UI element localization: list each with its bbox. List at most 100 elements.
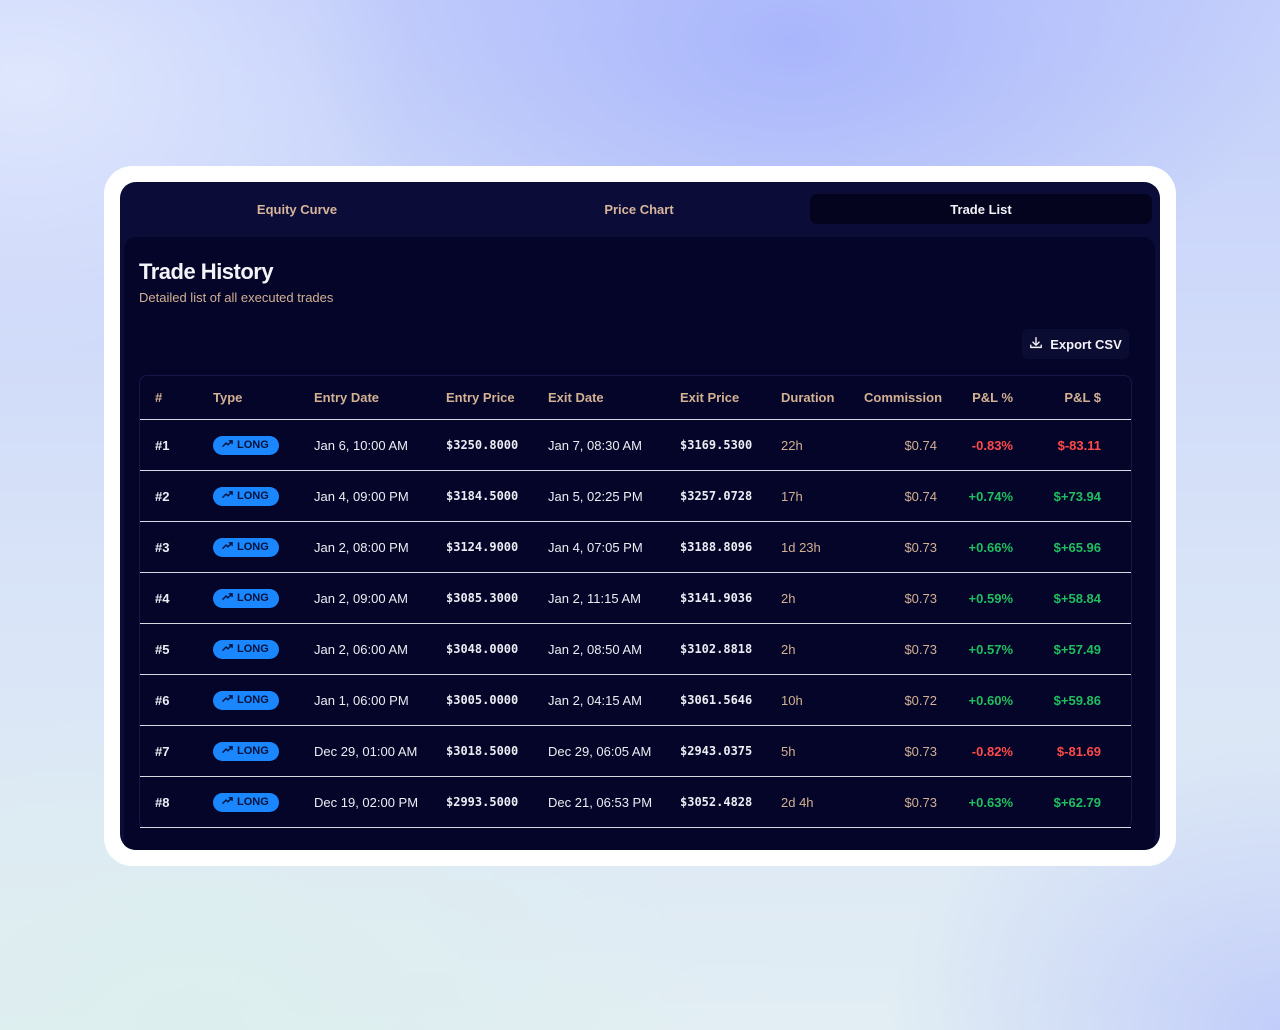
exit-price: $2943.0375 <box>680 725 781 777</box>
commission: $0.73 <box>864 521 937 573</box>
pnl-dollar: $+62.79 <box>1013 776 1101 828</box>
exit-price: $3061.5646 <box>680 674 781 726</box>
trade-table: # Type Entry Date Entry Price Exit Date … <box>139 375 1132 828</box>
exit-price: $3102.8818 <box>680 623 781 675</box>
trade-type-label: LONG <box>237 745 269 757</box>
pnl-percent: +0.63% <box>937 776 1013 828</box>
export-csv-button[interactable]: Export CSV <box>1022 329 1129 359</box>
exit-price: $3052.4828 <box>680 776 781 828</box>
trade-type-badge: LONG <box>213 741 279 761</box>
pnl-dollar: $-81.69 <box>1013 725 1101 777</box>
trade-type-label: LONG <box>237 643 269 655</box>
entry-date: Dec 29, 01:00 AM <box>314 725 446 777</box>
commission: $0.73 <box>864 572 937 624</box>
trade-type-badge: LONG <box>213 792 279 812</box>
exit-date: Jan 2, 08:50 AM <box>548 623 680 675</box>
trade-type-label: LONG <box>237 694 269 706</box>
app-window: Equity Curve Price Chart Trade List Trad… <box>120 182 1160 850</box>
row-spacer <box>1101 776 1131 828</box>
column-header-entry-date[interactable]: Entry Date <box>314 376 446 420</box>
column-header-commission[interactable]: Commission <box>864 376 942 420</box>
exit-price: $3257.0728 <box>680 470 781 522</box>
exit-date: Jan 4, 07:05 PM <box>548 521 680 573</box>
row-spacer <box>1101 419 1131 471</box>
entry-price: $3250.8000 <box>446 419 548 471</box>
column-header-pnl-dollar[interactable]: P&L $ <box>1013 376 1101 420</box>
duration: 17h <box>781 470 864 522</box>
table-row[interactable]: #7 LONG Dec 29, 01:00 AM $3018.5000 Dec … <box>140 725 1131 777</box>
column-header-pnl-percent[interactable]: P&L % <box>937 376 1013 420</box>
column-header-entry-price[interactable]: Entry Price <box>446 376 548 420</box>
table-row[interactable]: #4 LONG Jan 2, 09:00 AM $3085.3000 Jan 2… <box>140 572 1131 624</box>
trade-rows: #1 LONG Jan 6, 10:00 AM $3250.8000 Jan 7… <box>140 419 1131 828</box>
row-spacer <box>1101 572 1131 624</box>
page-title: Trade History <box>139 259 274 284</box>
table-row[interactable]: #6 LONG Jan 1, 06:00 PM $3005.0000 Jan 2… <box>140 674 1131 726</box>
pnl-percent: +0.66% <box>937 521 1013 573</box>
entry-date: Jan 6, 10:00 AM <box>314 419 446 471</box>
page-subtitle: Detailed list of all executed trades <box>139 290 334 305</box>
column-header-spacer <box>1101 376 1131 420</box>
exit-date: Jan 2, 11:15 AM <box>548 572 680 624</box>
trade-type-badge: LONG <box>213 435 279 455</box>
column-header-duration[interactable]: Duration <box>781 376 864 420</box>
trending-up-icon <box>222 642 233 656</box>
trade-id: #2 <box>140 470 213 522</box>
pnl-percent: +0.59% <box>937 572 1013 624</box>
duration: 2h <box>781 572 864 624</box>
table-row[interactable]: #8 LONG Dec 19, 02:00 PM $2993.5000 Dec … <box>140 776 1131 828</box>
entry-price: $3005.0000 <box>446 674 548 726</box>
trending-up-icon <box>222 795 233 809</box>
commission: $0.73 <box>864 725 937 777</box>
tab-equity-curve[interactable]: Equity Curve <box>256 201 338 217</box>
trade-id: #7 <box>140 725 213 777</box>
table-row[interactable]: #5 LONG Jan 2, 06:00 AM $3048.0000 Jan 2… <box>140 623 1131 675</box>
entry-date: Jan 2, 08:00 PM <box>314 521 446 573</box>
pnl-dollar: $+58.84 <box>1013 572 1101 624</box>
row-spacer <box>1101 470 1131 522</box>
trending-up-icon <box>222 489 233 503</box>
column-header-exit-date[interactable]: Exit Date <box>548 376 680 420</box>
trade-type-cell: LONG <box>213 776 314 828</box>
row-spacer <box>1101 674 1131 726</box>
exit-price: $3169.5300 <box>680 419 781 471</box>
trade-id: #1 <box>140 419 213 471</box>
pnl-dollar: $+73.94 <box>1013 470 1101 522</box>
trade-type-label: LONG <box>237 796 269 808</box>
entry-price: $3124.9000 <box>446 521 548 573</box>
trade-type-badge: LONG <box>213 639 279 659</box>
table-row[interactable]: #2 LONG Jan 4, 09:00 PM $3184.5000 Jan 5… <box>140 470 1131 522</box>
trade-type-cell: LONG <box>213 674 314 726</box>
trending-up-icon <box>222 693 233 707</box>
column-header-exit-price[interactable]: Exit Price <box>680 376 781 420</box>
table-row[interactable]: #3 LONG Jan 2, 08:00 PM $3124.9000 Jan 4… <box>140 521 1131 573</box>
trending-up-icon <box>222 744 233 758</box>
commission: $0.74 <box>864 419 937 471</box>
trade-history-panel: Trade History Detailed list of all execu… <box>124 237 1155 850</box>
commission: $0.73 <box>864 776 937 828</box>
tab-bar: Equity Curve Price Chart Trade List <box>126 194 1152 228</box>
table-row[interactable]: #1 LONG Jan 6, 10:00 AM $3250.8000 Jan 7… <box>140 419 1131 471</box>
entry-price: $3018.5000 <box>446 725 548 777</box>
exit-date: Dec 29, 06:05 AM <box>548 725 680 777</box>
entry-price: $3048.0000 <box>446 623 548 675</box>
tab-price-chart[interactable]: Price Chart <box>604 201 674 217</box>
pnl-percent: +0.74% <box>937 470 1013 522</box>
column-header-type[interactable]: Type <box>213 376 314 420</box>
commission: $0.73 <box>864 623 937 675</box>
trending-up-icon <box>222 591 233 605</box>
pnl-dollar: $-83.11 <box>1013 419 1101 471</box>
trade-type-cell: LONG <box>213 521 314 573</box>
duration: 10h <box>781 674 864 726</box>
column-header-id[interactable]: # <box>140 376 213 420</box>
trade-id: #8 <box>140 776 213 828</box>
trade-type-cell: LONG <box>213 572 314 624</box>
duration: 22h <box>781 419 864 471</box>
tab-trade-list[interactable]: Trade List <box>810 194 1152 224</box>
duration: 2h <box>781 623 864 675</box>
duration: 1d 23h <box>781 521 864 573</box>
exit-price: $3188.8096 <box>680 521 781 573</box>
entry-date: Jan 2, 09:00 AM <box>314 572 446 624</box>
entry-price: $3184.5000 <box>446 470 548 522</box>
trade-id: #4 <box>140 572 213 624</box>
